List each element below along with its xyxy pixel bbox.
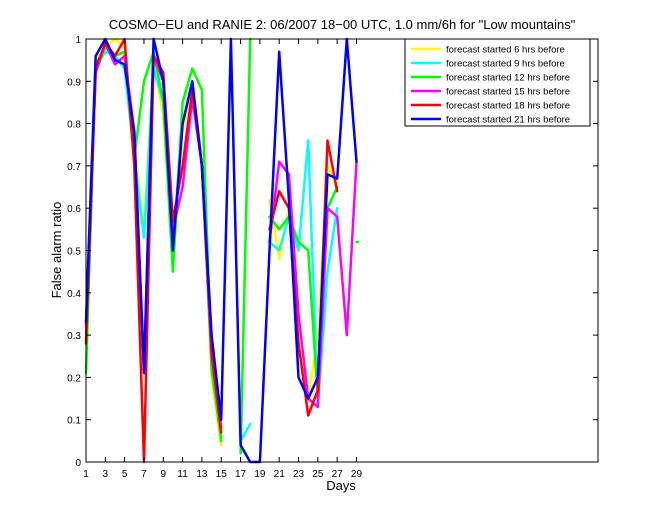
legend-entry: forecast started 9 hrs before [411,59,565,70]
y-tick-label: 0.5 [67,247,81,258]
legend: forecast started 6 hrs before forecast st… [404,38,591,127]
y-tick-label: 0.9 [67,77,81,88]
series-layer [84,37,360,464]
x-axis-label: Days [326,478,356,493]
y-tick-label: 0.3 [67,331,81,342]
x-tick-label: 21 [274,469,286,480]
series-6-line-1 [84,37,358,464]
y-tick-label: 0.7 [67,162,81,173]
legend-entry: forecast started 12 hrs before [411,73,570,84]
ticks-layer: 1 3 5 7 9 11 13 15 17 19 21 23 25 27 2900.10.20.30.40.… [67,35,598,480]
x-tick-label: 3 [103,469,109,480]
legend-entry: forecast started 15 hrs before [411,87,570,98]
legend-entry: forecast started 18 hrs before [411,101,570,112]
y-axis-label: False alarm ratio [49,202,64,299]
legend-entry: forecast started 6 hrs before [411,45,565,56]
x-tick-label: 13 [196,469,208,480]
legend-label: forecast started 9 hrs before [446,59,565,70]
x-tick-label: 15 [216,469,228,480]
x-tick-label: 5 [122,469,128,480]
y-tick-label: 0 [75,458,81,469]
y-tick-label: 0.6 [67,204,81,215]
x-tick-label: 7 [141,469,147,480]
x-tick-label: 11 [177,469,188,480]
series-6 [84,37,358,464]
y-tick-label: 0.4 [67,289,81,300]
x-tick-label: 23 [293,469,305,480]
y-tick-label: 0.8 [67,120,81,131]
legend-label: forecast started 12 hrs before [446,73,570,84]
x-tick-label: 29 [351,469,363,480]
legend-label: forecast started 21 hrs before [446,115,570,126]
x-tick-label: 17 [235,469,247,480]
series-3-line-2 [239,37,252,455]
y-tick-label: 0.1 [67,416,81,427]
series-2-line-3 [268,139,339,409]
chart-title: COSMO−EU and RANIE 2: 06/2007 18−00 UTC,… [109,17,576,32]
legend-entry: forecast started 21 hrs before [411,115,570,126]
legend-items: forecast started 6 hrs before forecast st… [411,45,570,126]
legend-label: forecast started 6 hrs before [446,45,565,56]
y-tick-label: 0.2 [67,373,81,384]
x-tick-label: 27 [332,469,344,480]
x-tick-label: 25 [312,469,324,480]
y-tick-label: 1 [75,35,81,46]
x-tick-label: 9 [161,469,167,480]
x-tick-label: 1 [83,469,89,480]
x-tick-label: 19 [254,469,266,480]
legend-label: forecast started 18 hrs before [446,101,570,112]
legend-box [404,38,591,127]
legend-label: forecast started 15 hrs before [446,87,570,98]
